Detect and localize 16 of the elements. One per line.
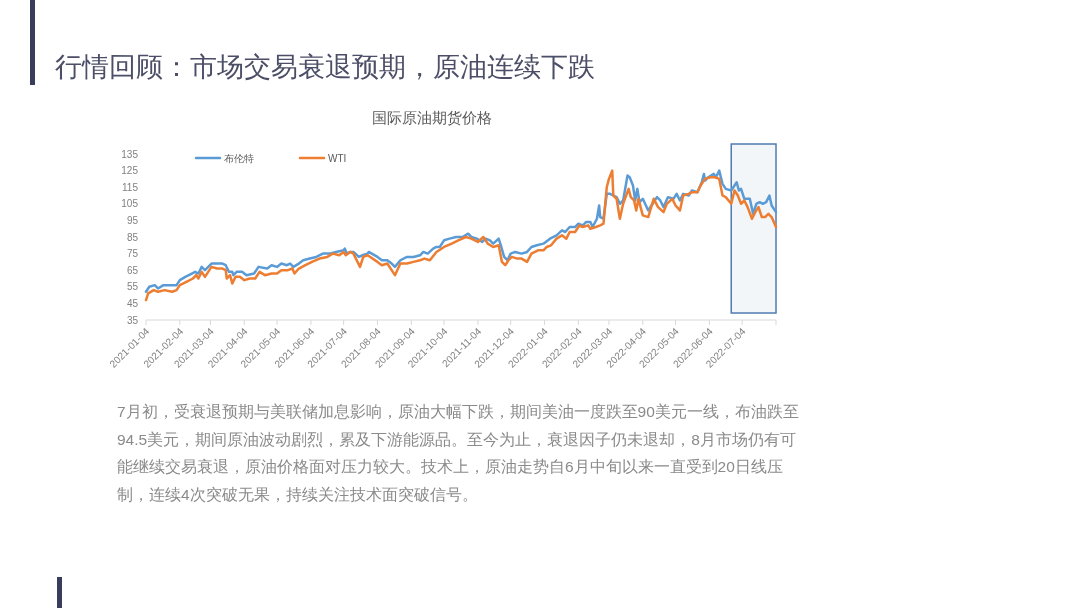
chart-title: 行情回顾：市场交易衰退预期，原油连续下跌	[55, 52, 595, 82]
y-tick-label: 65	[126, 264, 139, 276]
y-tick-label: 115	[122, 181, 139, 193]
legend-label: 布伦特	[224, 152, 254, 164]
legend-label: WTI	[328, 152, 347, 164]
y-tick-label: 75	[126, 248, 139, 260]
y-tick-label: 135	[121, 148, 139, 160]
y-tick-label: 105	[121, 198, 139, 210]
y-tick-label: 95	[126, 214, 139, 226]
chart-subtitle: 国际原油期货价格	[372, 110, 492, 126]
y-tick-label: 55	[126, 281, 139, 293]
y-tick-label: 45	[126, 297, 139, 309]
text: 7月初，受衰退预期与美联储加息影响，原油大幅下跌，期间美油一度跌至90美元一线，布油跌至94.5美元，期间原油波动剧烈，累及下游能源品。至今为止，衰退因子仍未退却，8月市场仍有可能继续交易衰退，原油价格面对压力较大。技术上，原油走势自6月中旬以来一直受到20日线压制，连续4次突破无果，持续关注技术面突破信号。	[117, 402, 800, 505]
y-tick-label: 125	[121, 165, 139, 177]
y-tick-label: 85	[126, 231, 139, 243]
y-tick-label: 35	[126, 314, 139, 326]
